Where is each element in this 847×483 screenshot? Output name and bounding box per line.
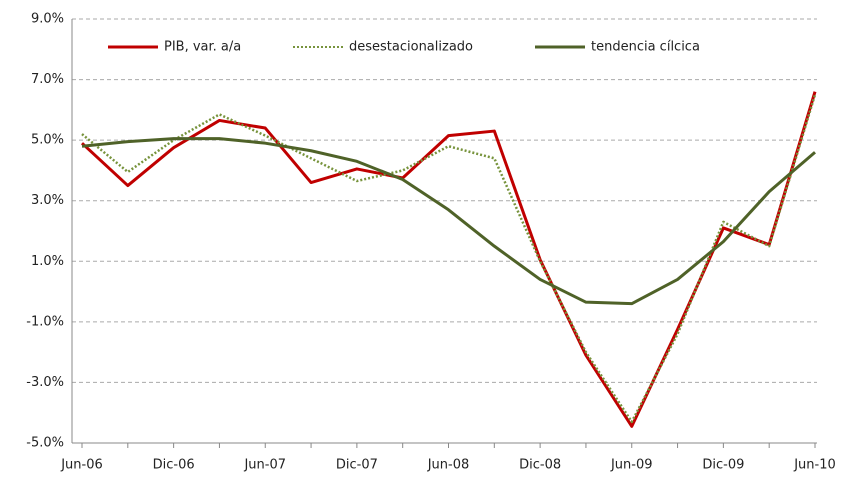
x-tick-label: Dic-08 <box>519 458 561 473</box>
y-tick-label: 7.0% <box>31 72 64 87</box>
y-tick-label: 3.0% <box>31 193 64 208</box>
y-tick-label: 1.0% <box>31 254 64 269</box>
x-tick-label: Jun-08 <box>427 458 470 473</box>
x-tick-label: Jun-07 <box>243 458 286 473</box>
x-tick-label: Dic-09 <box>702 458 744 473</box>
x-tick-label: Jun-09 <box>610 458 653 473</box>
legend-label: tendencia cílcica <box>591 40 700 55</box>
series-line <box>81 137 816 306</box>
legend-label: PIB, var. a/a <box>164 40 241 55</box>
y-tick-label: -5.0% <box>26 436 64 451</box>
y-tick-label: -1.0% <box>26 314 64 329</box>
y-tick-label: 9.0% <box>31 12 64 27</box>
x-tick-label: Jun-10 <box>793 458 836 473</box>
series-line <box>80 91 817 428</box>
y-tick-label: -3.0% <box>26 375 64 390</box>
x-tick-label: Jun-06 <box>60 458 103 473</box>
x-tick-label: Dic-06 <box>153 458 195 473</box>
legend-label: desestacionalizado <box>349 40 473 55</box>
y-tick-label: 5.0% <box>31 133 64 148</box>
x-tick-label: Dic-07 <box>336 458 378 473</box>
